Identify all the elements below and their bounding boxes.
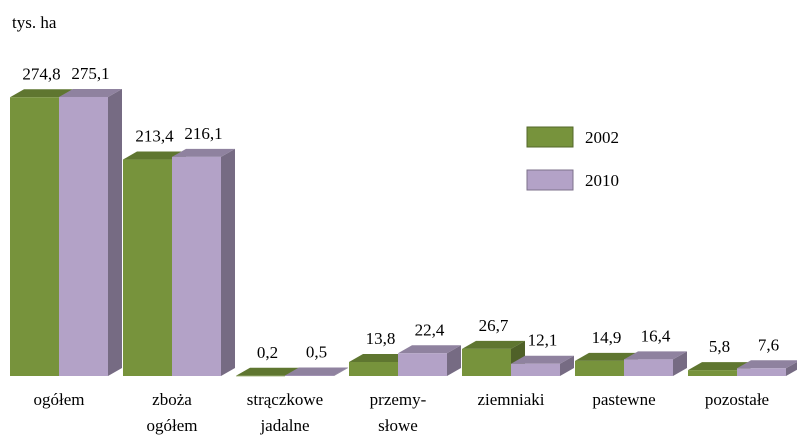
value-label: 0,2 <box>257 343 278 362</box>
x-tick-label: pozostałe <box>704 390 770 409</box>
bar-top <box>59 88 122 97</box>
legend-label: 2010 <box>585 171 619 190</box>
value-label: 275,1 <box>71 64 109 83</box>
bar-side <box>673 351 687 376</box>
bar <box>285 375 334 376</box>
bar-side <box>560 355 574 376</box>
x-tick-label: zboża ogółem <box>146 390 198 435</box>
bar-side <box>334 367 348 376</box>
bar <box>10 97 59 376</box>
bar-top <box>10 89 73 98</box>
bar-side <box>108 88 122 376</box>
x-tick-label: strączkowe jadalne <box>246 390 324 435</box>
bar <box>511 363 560 376</box>
bar-top <box>349 354 412 363</box>
bar <box>575 360 624 376</box>
bar-top <box>172 148 235 157</box>
x-tick-label: ogółem <box>33 390 85 409</box>
bar <box>172 156 221 376</box>
bar-top <box>511 355 574 364</box>
bar <box>398 353 447 376</box>
bar-top <box>123 151 186 160</box>
value-label: 0,5 <box>306 342 327 361</box>
bar <box>688 370 737 376</box>
x-tick-label: pastewne <box>592 390 656 409</box>
legend-swatch <box>526 169 574 191</box>
x-tick-label: przemy- słowe <box>369 390 427 435</box>
bar <box>349 362 398 376</box>
bar-top <box>398 345 461 354</box>
bar <box>123 159 172 376</box>
bar-top <box>737 360 797 369</box>
value-label: 274,8 <box>22 64 60 83</box>
value-label: 22,4 <box>415 320 445 339</box>
bar-side <box>447 345 461 376</box>
bar-top <box>285 367 348 376</box>
x-tick-label: ziemniaki <box>477 390 545 409</box>
legend-swatch <box>526 126 574 148</box>
bar <box>462 348 511 376</box>
bar-top <box>624 351 687 360</box>
bar <box>737 368 786 376</box>
value-label: 7,6 <box>758 335 779 354</box>
value-label: 26,7 <box>479 316 509 335</box>
bar <box>236 375 285 377</box>
bar-top <box>575 352 638 361</box>
bar-top <box>236 367 299 376</box>
bar-side <box>221 148 235 376</box>
value-label: 16,4 <box>641 326 671 345</box>
bar-side <box>786 362 797 376</box>
bar-top <box>688 362 751 371</box>
bar <box>59 96 108 376</box>
value-label: 213,4 <box>135 127 174 146</box>
legend-label: 2002 <box>585 128 619 147</box>
value-label: 14,9 <box>592 328 622 347</box>
bar-top <box>462 340 525 349</box>
value-label: 216,1 <box>184 124 222 143</box>
bar <box>624 359 673 376</box>
value-label: 5,8 <box>709 337 730 356</box>
value-label: 12,1 <box>528 331 558 350</box>
value-label: 13,8 <box>366 329 396 348</box>
unit-label: tys. ha <box>12 13 57 32</box>
